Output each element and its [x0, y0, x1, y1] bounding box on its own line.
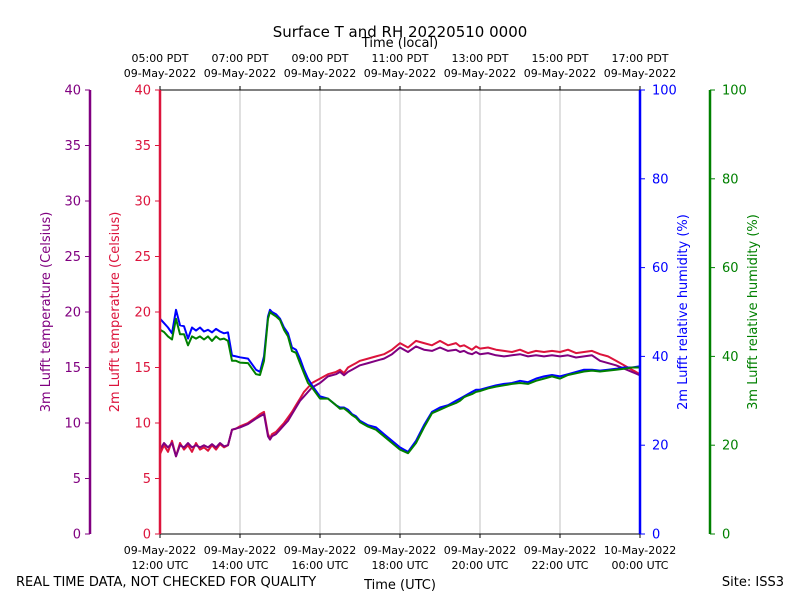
top-tick-time-4: 13:00 PDT	[451, 52, 508, 65]
axis-tick-label-t2-1: 5	[143, 472, 151, 487]
axis-tick-label-t3-7: 35	[64, 139, 81, 154]
bottom-tick-time-1: 14:00 UTC	[211, 559, 268, 572]
bottom-tick-time-3: 18:00 UTC	[371, 559, 428, 572]
x-axis-label: Time (UTC)	[363, 578, 436, 593]
axis-tick-label-t2-2: 10	[134, 417, 151, 432]
axis-tick-label-rh3-1: 20	[722, 439, 739, 454]
bottom-tick-date-1: 09-May-2022	[204, 544, 276, 557]
series-group	[159, 308, 641, 458]
axis-tick-label-t3-6: 30	[64, 195, 81, 210]
axis-tick-label-t3-8: 40	[64, 84, 81, 99]
bottom-tick-date-4: 09-May-2022	[444, 544, 516, 557]
bottom-tick-time-4: 20:00 UTC	[451, 559, 508, 572]
top-tick-time-2: 09:00 PDT	[291, 52, 348, 65]
top-tick-time-6: 17:00 PDT	[611, 52, 668, 65]
axis-tick-label-t2-5: 25	[134, 250, 151, 265]
top-axis-label: Time (local)	[361, 36, 438, 51]
axis-tick-label-t3-1: 5	[73, 472, 81, 487]
axis-tick-label-rh2-2: 40	[652, 350, 669, 365]
axis-tick-label-rh2-0: 0	[652, 528, 660, 543]
axis-tick-label-rh2-3: 60	[652, 261, 669, 276]
axis-tick-label-rh3-3: 60	[722, 261, 739, 276]
axis-tick-label-rh2-4: 80	[652, 172, 669, 187]
axes-group: 09-May-2022 12:00 UTC 09-May-2022 14:00 UTC…	[39, 52, 761, 572]
axis-tick-label-rh3-5: 100	[722, 84, 747, 99]
bottom-tick-date-0: 09-May-2022	[124, 544, 196, 557]
top-tick-date-4: 09-May-2022	[444, 67, 516, 80]
top-tick-date-0: 09-May-2022	[124, 67, 196, 80]
bottom-tick-time-6: 00:00 UTC	[611, 559, 668, 572]
axis-label-t3: 3m Lufft temperature (Celsius)	[39, 212, 54, 413]
axis-label-rh3: 3m Lufft relative humidity (%)	[746, 214, 761, 410]
axis-tick-label-t3-0: 0	[73, 528, 81, 543]
top-tick-time-1: 07:00 PDT	[211, 52, 268, 65]
axis-tick-label-t2-7: 35	[134, 139, 151, 154]
axis-tick-label-t3-2: 10	[64, 417, 81, 432]
top-tick-time-0: 05:00 PDT	[131, 52, 188, 65]
axis-tick-label-rh2-1: 20	[652, 439, 669, 454]
bottom-tick-date-3: 09-May-2022	[364, 544, 436, 557]
top-tick-date-6: 09-May-2022	[604, 67, 676, 80]
series-line-rh3	[159, 311, 640, 455]
axis-tick-label-rh3-4: 80	[722, 172, 739, 187]
axis-tick-label-t3-3: 15	[64, 361, 81, 376]
axis-label-rh2: 2m Lufft relative humidity (%)	[676, 214, 691, 410]
bottom-tick-time-5: 22:00 UTC	[531, 559, 588, 572]
top-tick-date-1: 09-May-2022	[204, 67, 276, 80]
axis-tick-label-rh3-2: 40	[722, 350, 739, 365]
site-label: Site: ISS3	[721, 575, 784, 590]
axis-tick-label-t2-6: 30	[134, 195, 151, 210]
axis-tick-label-rh3-0: 0	[722, 528, 730, 543]
axis-tick-label-t2-3: 15	[134, 361, 151, 376]
bottom-tick-date-2: 09-May-2022	[284, 544, 356, 557]
axis-tick-label-t2-4: 20	[134, 306, 151, 321]
series-line-t2	[159, 339, 641, 458]
top-tick-date-2: 09-May-2022	[284, 67, 356, 80]
series-line-t3	[159, 345, 641, 458]
top-tick-time-3: 11:00 PDT	[371, 52, 428, 65]
grid-lines	[239, 90, 561, 534]
top-tick-date-3: 09-May-2022	[364, 67, 436, 80]
top-tick-time-5: 15:00 PDT	[531, 52, 588, 65]
axis-tick-label-t2-0: 0	[143, 528, 151, 543]
chart-title: Surface T and RH 20220510 0000	[273, 23, 528, 41]
axis-label-t2: 2m Lufft temperature (Celsius)	[108, 212, 123, 413]
bottom-tick-time-2: 16:00 UTC	[291, 559, 348, 572]
axis-tick-label-t3-4: 20	[64, 306, 81, 321]
axis-tick-label-rh2-5: 100	[652, 84, 677, 99]
bottom-tick-date-5: 09-May-2022	[524, 544, 596, 557]
bottom-tick-time-0: 12:00 UTC	[131, 559, 188, 572]
axis-tick-label-t2-8: 40	[134, 84, 151, 99]
bottom-tick-date-6: 10-May-2022	[604, 544, 676, 557]
quality-disclaimer: REAL TIME DATA, NOT CHECKED FOR QUALITY	[16, 575, 317, 590]
axis-tick-label-t3-5: 25	[64, 250, 81, 265]
top-tick-date-5: 09-May-2022	[524, 67, 596, 80]
